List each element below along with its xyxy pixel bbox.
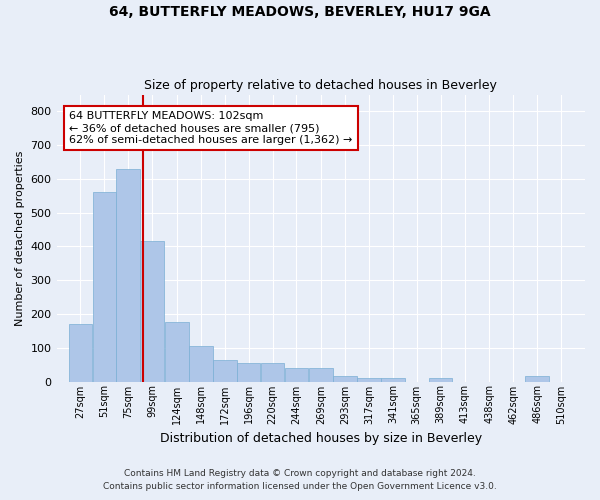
Bar xyxy=(165,322,189,382)
Text: 64 BUTTERFLY MEADOWS: 102sqm
← 36% of detached houses are smaller (795)
62% of s: 64 BUTTERFLY MEADOWS: 102sqm ← 36% of de… xyxy=(70,112,353,144)
Y-axis label: Number of detached properties: Number of detached properties xyxy=(15,150,25,326)
Bar xyxy=(140,242,164,382)
X-axis label: Distribution of detached houses by size in Beverley: Distribution of detached houses by size … xyxy=(160,432,482,445)
Bar xyxy=(92,192,116,382)
Bar xyxy=(357,378,381,382)
Bar xyxy=(261,363,284,382)
Bar xyxy=(310,368,333,382)
Bar xyxy=(213,360,236,382)
Text: Contains public sector information licensed under the Open Government Licence v3: Contains public sector information licen… xyxy=(103,482,497,491)
Bar xyxy=(429,378,452,382)
Bar xyxy=(284,368,308,382)
Text: Contains HM Land Registry data © Crown copyright and database right 2024.: Contains HM Land Registry data © Crown c… xyxy=(124,468,476,477)
Text: 64, BUTTERFLY MEADOWS, BEVERLEY, HU17 9GA: 64, BUTTERFLY MEADOWS, BEVERLEY, HU17 9G… xyxy=(109,5,491,19)
Bar xyxy=(116,169,140,382)
Bar xyxy=(237,363,260,382)
Bar xyxy=(68,324,92,382)
Title: Size of property relative to detached houses in Beverley: Size of property relative to detached ho… xyxy=(145,79,497,92)
Bar xyxy=(189,346,212,382)
Bar xyxy=(381,378,405,382)
Bar xyxy=(334,376,357,382)
Bar xyxy=(526,376,549,382)
